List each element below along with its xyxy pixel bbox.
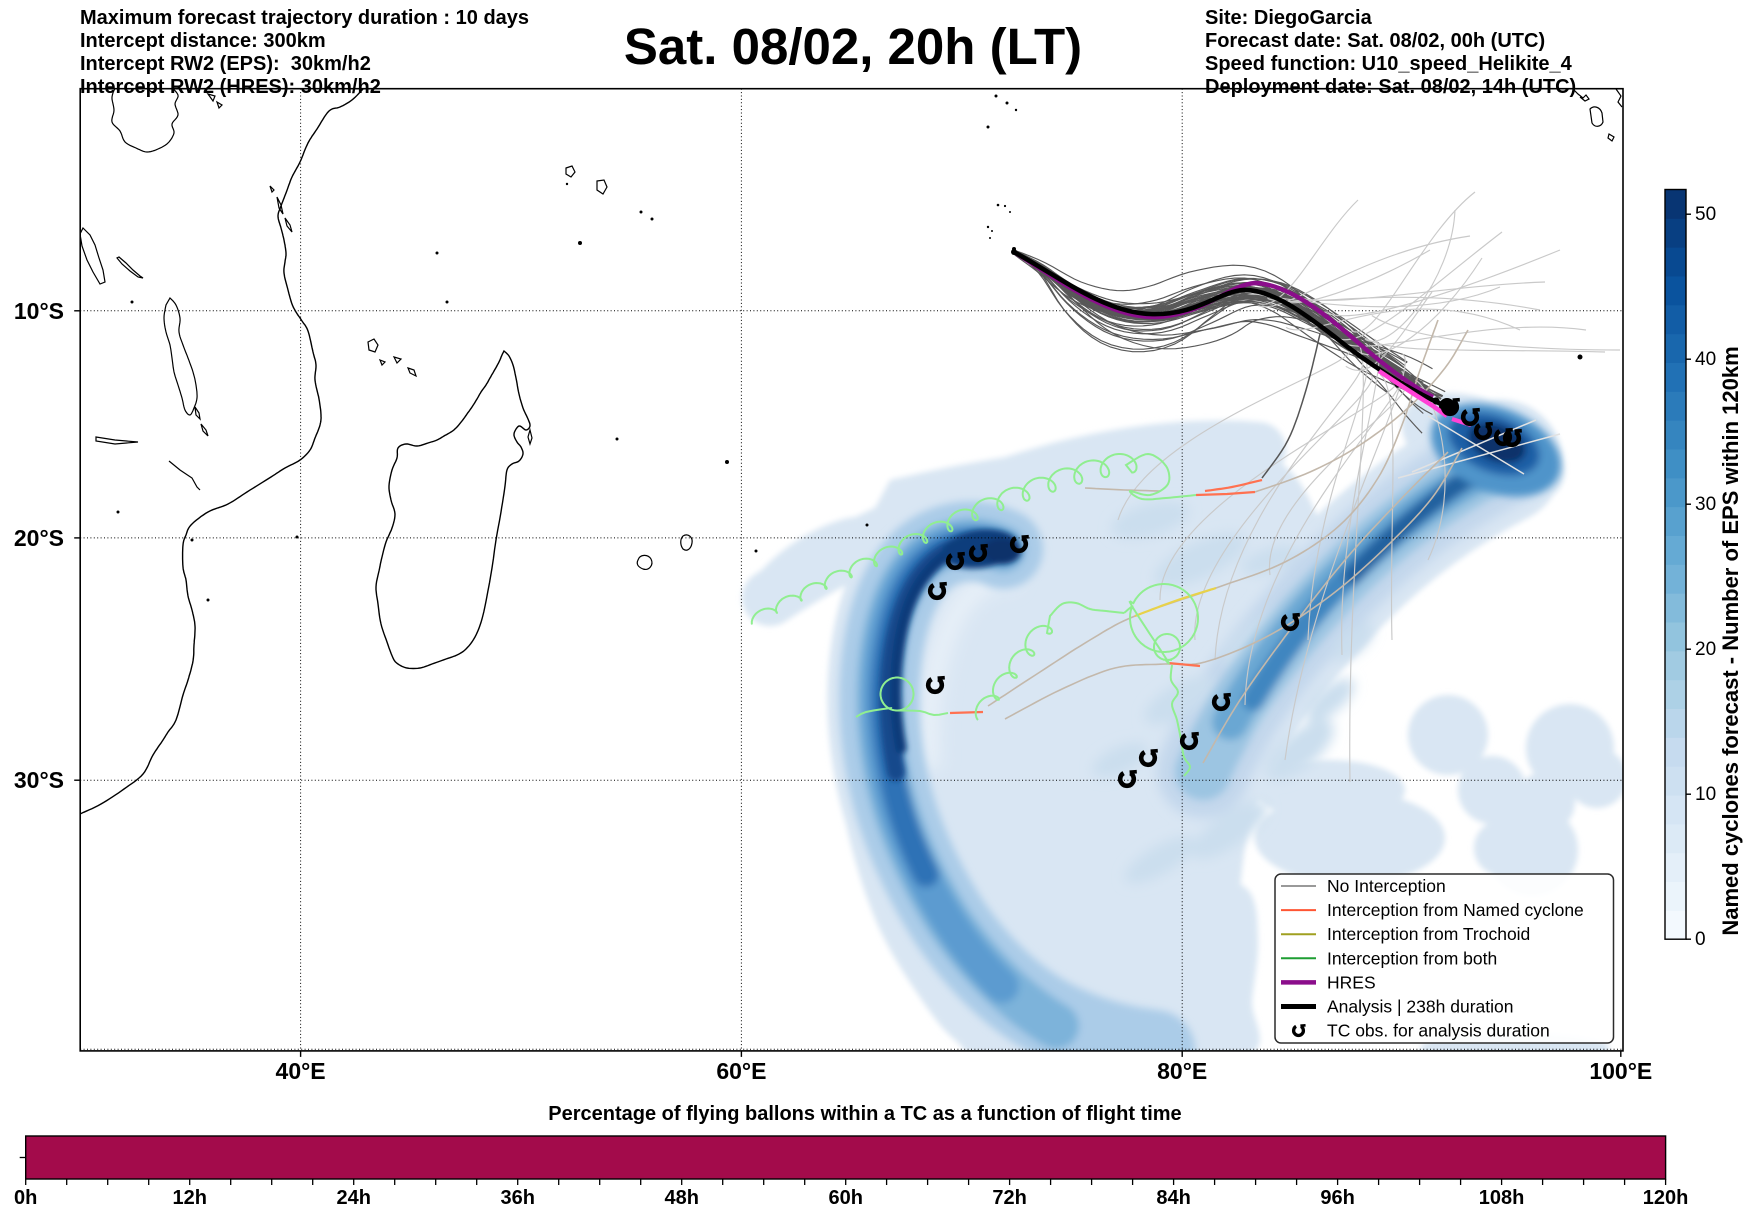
svg-text:HRES: HRES — [1327, 972, 1376, 992]
svg-text:10: 10 — [1695, 784, 1716, 805]
svg-text:0: 0 — [1695, 929, 1706, 950]
svg-text:Interception from Named cyclon: Interception from Named cyclone — [1327, 900, 1584, 920]
svg-text:80°E: 80°E — [1157, 1058, 1207, 1084]
svg-text:TC obs. for analysis duration: TC obs. for analysis duration — [1327, 1021, 1550, 1041]
svg-text:Percentage of flying ballons w: Percentage of flying ballons within a TC… — [548, 1103, 1181, 1125]
svg-text:20°S: 20°S — [14, 525, 64, 551]
svg-text:No Interception: No Interception — [1327, 876, 1446, 896]
svg-text:120h: 120h — [1643, 1187, 1689, 1209]
svg-text:Named cyclones forecast - Numb: Named cyclones forecast - Number of EPS … — [1718, 346, 1743, 935]
svg-text:20: 20 — [1695, 639, 1716, 660]
svg-text:Intercept RW2 (EPS): 30km/h2: Intercept RW2 (EPS): 30km/h2 — [80, 53, 371, 75]
svg-text:12h: 12h — [172, 1187, 206, 1209]
svg-text:Intercept RW2 (HRES): 30km/h2: Intercept RW2 (HRES): 30km/h2 — [80, 76, 381, 98]
svg-text:Maximum forecast trajectory du: Maximum forecast trajectory duration : 1… — [80, 7, 529, 29]
svg-text:Forecast date: Sat. 08/02, 00h: Forecast date: Sat. 08/02, 00h (UTC) — [1205, 30, 1545, 52]
svg-text:Intercept distance: 300km: Intercept distance: 300km — [80, 30, 326, 52]
svg-text:Deployment date: Sat. 08/02, 1: Deployment date: Sat. 08/02, 14h (UTC) — [1205, 76, 1576, 98]
svg-text:40: 40 — [1695, 349, 1716, 370]
svg-text:30: 30 — [1695, 494, 1716, 515]
svg-text:100°E: 100°E — [1589, 1058, 1652, 1084]
svg-text:96h: 96h — [1320, 1187, 1354, 1209]
svg-text:50: 50 — [1695, 204, 1716, 225]
svg-text:60h: 60h — [828, 1187, 862, 1209]
svg-text:10°S: 10°S — [14, 298, 64, 324]
svg-text:84h: 84h — [1156, 1187, 1190, 1209]
svg-text:30°S: 30°S — [14, 767, 64, 793]
svg-text:Sat. 08/02, 20h (LT): Sat. 08/02, 20h (LT) — [624, 18, 1082, 75]
svg-text:Interception from Trochoid: Interception from Trochoid — [1327, 924, 1530, 944]
svg-text:Site: DiegoGarcia: Site: DiegoGarcia — [1205, 7, 1373, 29]
svg-text:Interception from both: Interception from both — [1327, 948, 1497, 968]
svg-text:0h: 0h — [14, 1187, 37, 1209]
svg-text:Analysis | 238h duration: Analysis | 238h duration — [1327, 997, 1513, 1017]
svg-text:Speed function: U10_speed_Heli: Speed function: U10_speed_Helikite_4 — [1205, 53, 1573, 75]
svg-text:40°E: 40°E — [276, 1058, 326, 1084]
svg-text:36h: 36h — [500, 1187, 534, 1209]
svg-text:72h: 72h — [992, 1187, 1026, 1209]
svg-text:48h: 48h — [664, 1187, 698, 1209]
svg-text:60°E: 60°E — [716, 1058, 766, 1084]
svg-text:24h: 24h — [336, 1187, 370, 1209]
svg-text:108h: 108h — [1479, 1187, 1525, 1209]
